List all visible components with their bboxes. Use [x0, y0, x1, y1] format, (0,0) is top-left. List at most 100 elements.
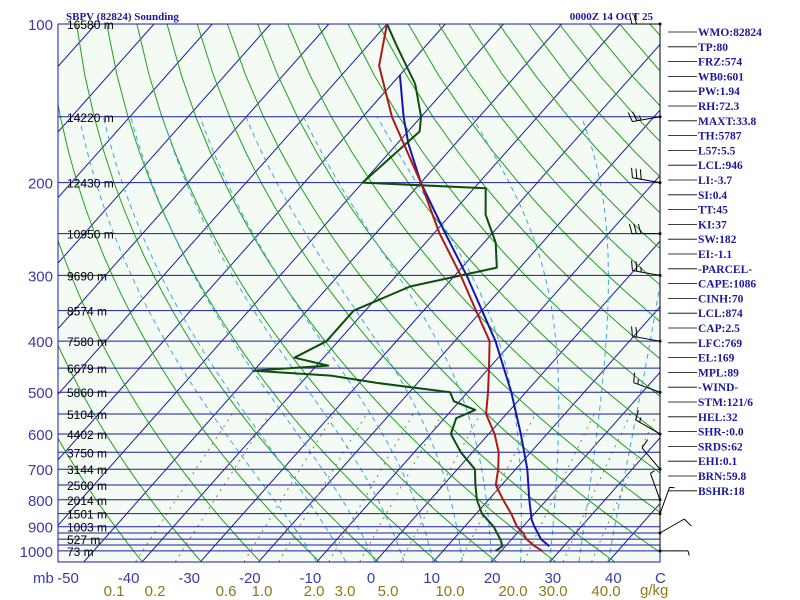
mixing-ratio-label: 30.0 — [538, 583, 567, 600]
wind-level-dot — [658, 467, 662, 471]
isotherm-line — [83, 24, 563, 562]
temperature-tick-label: 10 — [423, 570, 440, 587]
pressure-tick-label: 1000 — [20, 544, 53, 561]
height-label: 2560 m — [67, 479, 107, 493]
isotherm-line — [199, 43, 660, 562]
height-label: 8574 m — [67, 305, 107, 319]
wind-barb-shaft — [659, 487, 671, 514]
wind-barb-flag — [633, 223, 637, 234]
dry-adiabat-line — [76, 24, 380, 562]
wind-barb-flag — [631, 260, 633, 271]
pressure-tick-label: 300 — [28, 268, 53, 285]
mixing-ratio-label: 5.0 — [378, 583, 399, 600]
temperature-profile-line — [378, 24, 543, 552]
mixing-ratio-label: 2.0 — [304, 583, 325, 600]
wind-level-dot — [658, 512, 662, 516]
pressure-tick-label: 900 — [28, 520, 53, 537]
height-label: 6679 m — [67, 362, 107, 376]
index-value: SW:182 — [698, 234, 737, 246]
temperature-tick-label: -30 — [178, 570, 200, 587]
pressure-tick-label: 800 — [28, 493, 53, 510]
index-value: CINH:70 — [698, 293, 744, 305]
height-label: 7580 m — [67, 335, 107, 349]
mixing-ratio-label: 40.0 — [591, 583, 620, 600]
wind-barb-flag — [631, 326, 633, 337]
isotherm-line — [374, 240, 660, 562]
mixing-ratio-line — [562, 413, 631, 562]
index-value: WB0:601 — [698, 71, 744, 83]
index-value: TP:80 — [698, 42, 728, 54]
wind-barb-flag — [637, 223, 642, 234]
wind-barb-flag — [631, 167, 633, 178]
mixing-ratio-line — [135, 413, 233, 562]
index-value: LI:-3.7 — [698, 175, 732, 187]
mixing-ratio-label: 20.0 — [498, 583, 527, 600]
wind-level-dot — [658, 22, 662, 26]
dry-adiabat-line — [58, 437, 143, 562]
wind-level-dot — [658, 181, 662, 185]
wind-level-dot — [658, 498, 662, 502]
index-value: EI:-1.1 — [698, 249, 732, 261]
mixing-ratio-line — [278, 413, 367, 562]
wind-barb-flag — [635, 168, 638, 179]
wind-barb-flag — [687, 550, 690, 556]
temperature-tick-label: 20 — [484, 570, 501, 587]
index-value: BRN:59.8 — [698, 471, 746, 483]
index-value: BSHR:18 — [698, 486, 745, 498]
wind-barb-flag — [639, 417, 642, 423]
mixing-ratio-label: 0.1 — [104, 583, 125, 600]
isotherm-line — [549, 437, 660, 562]
mixing-ratio-line — [591, 413, 658, 562]
dry-adiabat-line — [438, 24, 660, 286]
temperature-tick-label: 40 — [605, 570, 622, 587]
wind-barb-shaft — [632, 116, 661, 123]
height-label: 5860 m — [67, 386, 107, 400]
pressure-tick-label: 200 — [28, 176, 53, 193]
isotherm-line — [258, 109, 660, 562]
isotherm-line — [141, 24, 621, 562]
wind-barb-flag — [639, 169, 642, 180]
height-label: 1501 m — [67, 508, 107, 522]
index-value: L57:5.5 — [698, 145, 736, 157]
height-label: 12430 m — [67, 177, 114, 191]
index-value: MPL:89 — [698, 367, 739, 379]
isotherm-line — [58, 24, 388, 396]
isotherm-line — [432, 306, 660, 562]
height-label: 10950 m — [67, 228, 114, 242]
wind-barb-flag — [635, 261, 638, 272]
wind-level-dot — [658, 390, 662, 394]
wind-barb-flag — [650, 470, 655, 474]
mixing-ratio-label: 10.0 — [435, 583, 464, 600]
index-value: LFC:769 — [698, 338, 742, 350]
index-value: LCL:874 — [698, 308, 743, 320]
wind-barb-shaft — [632, 177, 661, 184]
height-label: 16580 m — [67, 18, 114, 32]
temperature-tick-label: -40 — [118, 570, 140, 587]
dry-adiabat-line — [58, 344, 202, 562]
isotherm-line — [58, 24, 213, 199]
height-label: 3144 m — [67, 463, 107, 477]
height-label: 5104 m — [67, 408, 107, 422]
wind-barb-flag — [628, 14, 633, 25]
mixing-ratio-label: 0.6 — [216, 583, 237, 600]
index-value: PW:1.94 — [698, 86, 740, 98]
wind-barb-flag — [683, 518, 692, 527]
index-value: -PARCEL- — [698, 264, 752, 276]
wind-barb-flag — [638, 115, 642, 121]
mixing-ratio-line — [523, 413, 595, 562]
wind-barb-flag — [628, 223, 633, 234]
isotherm-line — [58, 24, 330, 330]
mixing-ratio-label: 3.0 — [335, 583, 356, 600]
mixing-unit-label: g/kg — [640, 582, 668, 599]
index-value: HEL:32 — [698, 412, 738, 424]
pressure-tick-label: 100 — [28, 17, 53, 34]
wind-barb-shaft — [632, 270, 661, 276]
temperature-axis-end-label: C — [655, 570, 666, 587]
height-label: 3750 m — [67, 446, 107, 460]
height-label: 2014 m — [67, 494, 107, 508]
wind-barb-flag — [632, 111, 638, 122]
temperature-tick-label: -20 — [239, 570, 261, 587]
wind-level-dot — [658, 531, 662, 535]
index-value: MAXT:33.8 — [698, 116, 756, 128]
